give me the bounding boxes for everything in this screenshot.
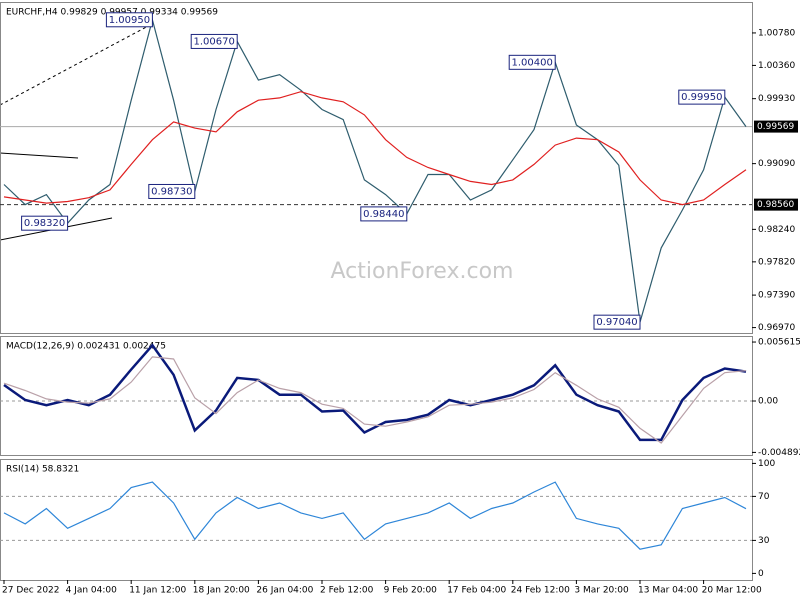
x-tick-label: 24 Feb 12:00 bbox=[511, 586, 570, 596]
x-tick-label: 13 Mar 04:00 bbox=[638, 586, 698, 596]
annotation-box bbox=[678, 89, 726, 105]
y-tick-label: 0.99930 bbox=[758, 94, 795, 104]
x-tick-label: 17 Feb 04:00 bbox=[447, 586, 506, 596]
price-label-box bbox=[754, 120, 798, 133]
series-line bbox=[3, 17, 747, 323]
annotation-label: 0.98730 bbox=[151, 186, 192, 197]
panel-title: MACD(12,26,9) 0.002431 0.002475 bbox=[6, 342, 166, 352]
y-tick-label: 30 bbox=[758, 536, 770, 546]
watermark: ActionForex.com bbox=[331, 259, 514, 284]
y-tick-label: 0.96970 bbox=[758, 323, 795, 333]
y-tick-label: 0.99090 bbox=[758, 159, 795, 169]
y-tick-label: 70 bbox=[758, 492, 770, 502]
y-tick-label: 0.97820 bbox=[758, 257, 795, 267]
panel-title: RSI(14) 58.8321 bbox=[6, 465, 79, 475]
y-tick-label: 0.00 bbox=[758, 397, 778, 407]
annotation-label: 0.98440 bbox=[363, 209, 404, 220]
x-tick-label: 11 Jan 12:00 bbox=[129, 586, 186, 596]
annotation-label: 1.00670 bbox=[194, 36, 235, 47]
y-tick-label: 1.00780 bbox=[758, 28, 795, 38]
y-tick-label: 0 bbox=[758, 569, 764, 579]
x-tick-label: 4 Jan 04:00 bbox=[66, 586, 118, 596]
panel-frame bbox=[0, 459, 753, 581]
y-tick-label: 100 bbox=[758, 459, 775, 469]
x-tick-label: 20 Mar 12:00 bbox=[702, 586, 762, 596]
panel-frame bbox=[0, 336, 753, 456]
trend-line bbox=[0, 23, 153, 106]
panel-frame bbox=[0, 2, 753, 334]
annotation-box bbox=[593, 314, 641, 330]
y-tick-label: 0.98240 bbox=[758, 225, 795, 235]
series-line bbox=[3, 91, 747, 206]
price-label: 0.98560 bbox=[757, 200, 794, 210]
series-line bbox=[3, 481, 747, 550]
x-tick-label: 18 Jan 20:00 bbox=[193, 586, 250, 596]
annotation-box bbox=[360, 206, 408, 222]
annotation-box bbox=[105, 12, 153, 28]
y-tick-label: 0.97390 bbox=[758, 291, 795, 301]
y-tick-label: 1.00360 bbox=[758, 61, 795, 71]
annotation-label: 1.00950 bbox=[109, 15, 150, 26]
annotation-label: 0.97040 bbox=[596, 317, 637, 328]
x-tick-label: 26 Jan 04:00 bbox=[256, 586, 313, 596]
series-line bbox=[3, 356, 747, 444]
price-label: 0.99569 bbox=[757, 122, 794, 132]
x-tick-label: 3 Mar 20:00 bbox=[574, 586, 629, 596]
x-tick-label: 2 Feb 12:00 bbox=[320, 586, 374, 596]
annotation-label: 1.00400 bbox=[512, 57, 553, 68]
annotation-box bbox=[148, 183, 196, 199]
y-tick-label: -0.004892 bbox=[758, 448, 800, 458]
annotation-box bbox=[508, 54, 556, 70]
y-tick-label: 0.005615 bbox=[758, 338, 800, 348]
annotation-box bbox=[190, 33, 238, 49]
annotation-box bbox=[21, 215, 69, 231]
price-label-box bbox=[754, 198, 798, 211]
annotation-label: 0.98320 bbox=[24, 218, 65, 229]
series-line bbox=[3, 343, 747, 442]
trend-line bbox=[0, 152, 79, 159]
x-tick-label: 9 Feb 20:00 bbox=[384, 586, 438, 596]
x-tick-label: 27 Dec 2022 bbox=[2, 586, 60, 596]
annotation-label: 0.99950 bbox=[681, 92, 722, 103]
